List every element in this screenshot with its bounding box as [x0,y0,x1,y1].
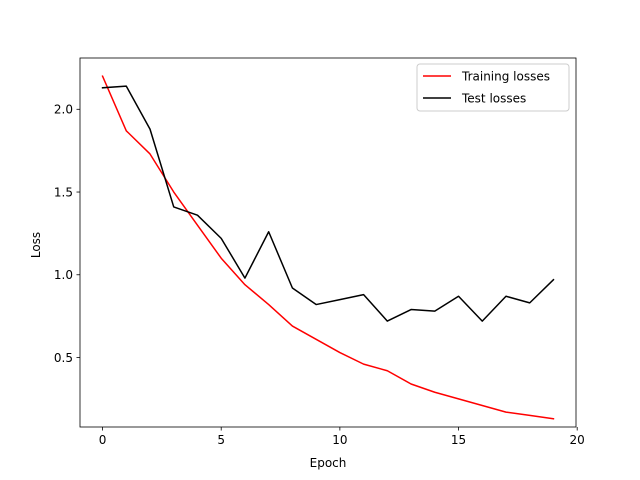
x-tick-label: 0 [99,433,107,447]
y-tick-label: 0.5 [54,351,73,365]
legend-label-0: Training losses [461,69,550,83]
series-line-0 [101,75,555,420]
y-tick-label: 2.0 [54,103,73,117]
plot-lines [101,75,555,420]
y-axis-ticks: 0.5 1.0 1.5 2.0 [54,103,80,365]
y-tick-label: 1.5 [54,185,73,199]
legend-box [416,63,570,112]
series-line-1 [101,85,555,322]
x-tick-label: 15 [451,433,466,447]
y-axis-label: Loss [29,232,43,258]
x-tick-label: 10 [332,433,347,447]
x-tick-label: 5 [217,433,225,447]
axes-frame [79,57,577,428]
y-tick-label: 1.0 [54,268,73,282]
x-tick-label: 20 [570,433,585,447]
axes-box [79,57,577,428]
legend: Training losses Test losses [416,63,570,112]
x-axis-label: Epoch [310,456,347,470]
x-axis-ticks: 0 5 10 15 20 [99,427,585,447]
legend-label-1: Test losses [461,91,526,105]
